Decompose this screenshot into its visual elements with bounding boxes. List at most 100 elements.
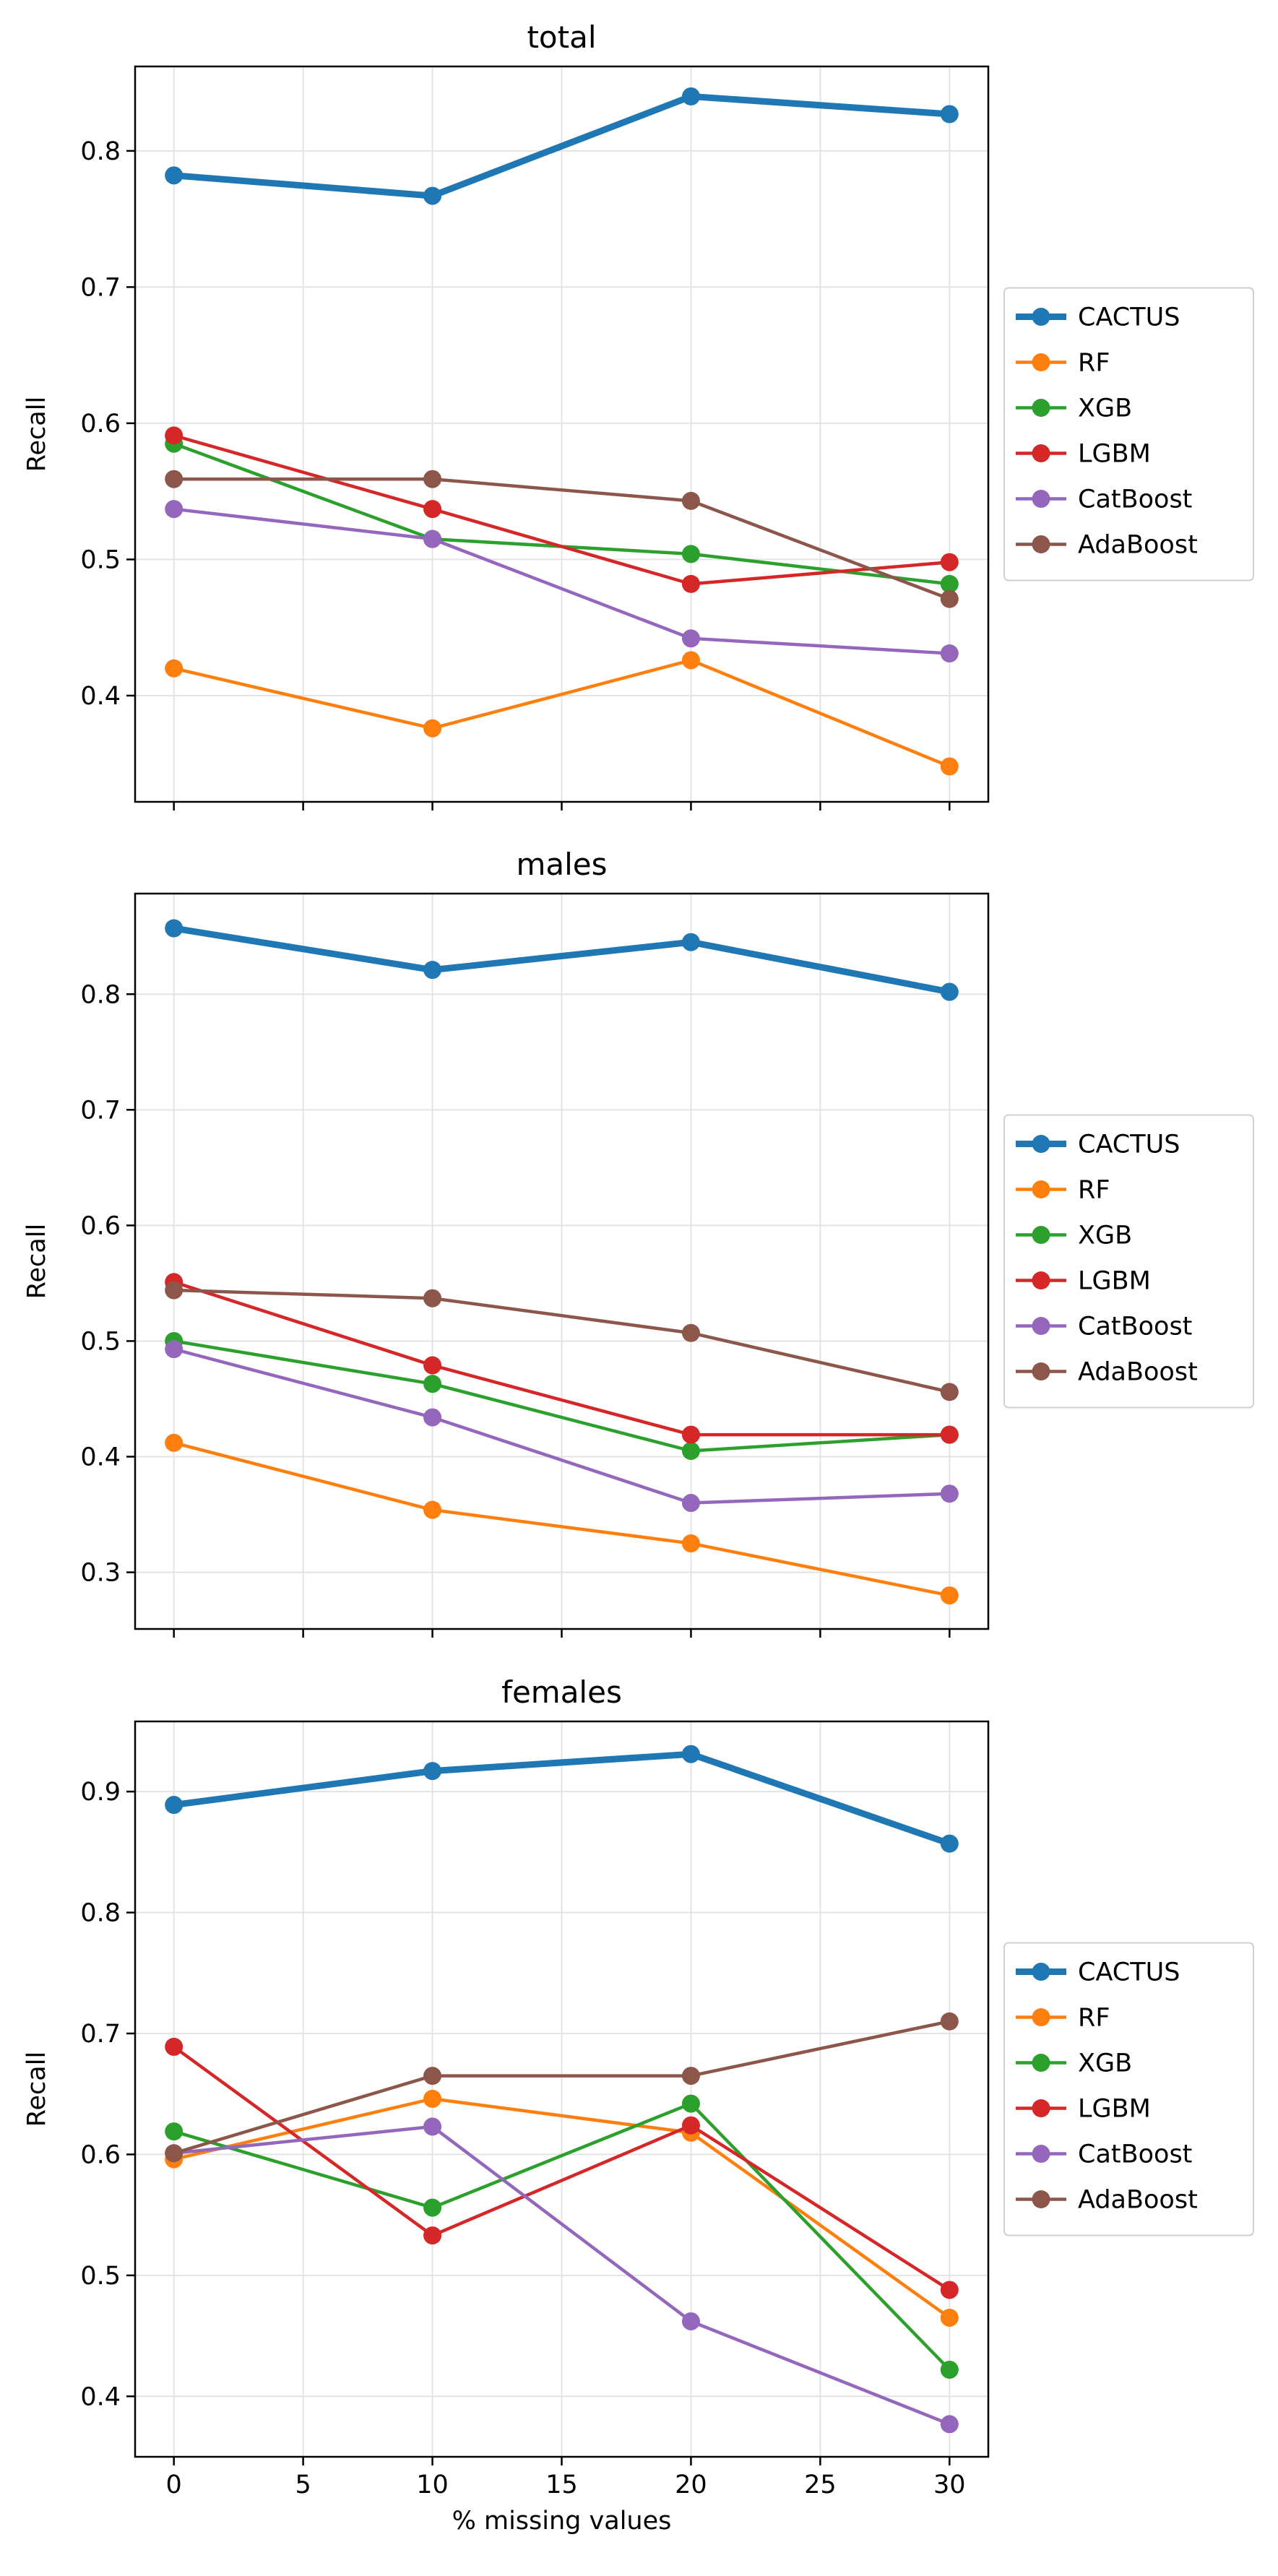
data-point-XGB (940, 2360, 959, 2379)
data-point-LGBM (423, 1356, 442, 1375)
legend: CACTUS RF XGB LGBM CatBoost AdaBoost (1003, 1114, 1254, 1409)
data-point-LGBM (165, 426, 184, 445)
y-tick-label: 0.7 (80, 1096, 121, 1125)
data-point-XGB (165, 2122, 184, 2141)
legend-label-AdaBoost: AdaBoost (1078, 531, 1198, 560)
data-point-AdaBoost (940, 1383, 959, 1401)
series-line-RF (172, 1441, 951, 1597)
series-line-AdaBoost (172, 1288, 951, 1394)
legend-marker-CatBoost (1032, 1317, 1050, 1335)
y-tick-label: 0.7 (80, 2020, 121, 2049)
data-point-CatBoost (940, 1484, 959, 1503)
legend-label-XGB: XGB (1078, 394, 1132, 423)
legend-marker-CatBoost (1032, 490, 1050, 508)
data-point-LGBM (681, 574, 700, 593)
legend-label-CatBoost: CatBoost (1078, 1313, 1192, 1341)
y-tick-label: 0.4 (80, 1443, 121, 1472)
x-tick-label: 10 (416, 2471, 449, 2499)
legend-label-CatBoost: CatBoost (1078, 2140, 1192, 2169)
legend-marker-LGBM (1032, 444, 1050, 462)
data-point-AdaBoost (681, 491, 700, 510)
data-point-RF (940, 757, 959, 776)
y-tick-label: 0.6 (80, 1211, 121, 1240)
data-point-CACTUS (165, 919, 184, 938)
legend-label-XGB: XGB (1078, 1222, 1132, 1250)
chart-title: males (516, 847, 607, 882)
legend-marker-AdaBoost (1032, 535, 1050, 553)
data-point-LGBM (681, 1425, 700, 1444)
legend-label-AdaBoost: AdaBoost (1078, 1358, 1198, 1387)
chart-title: females (501, 1674, 622, 1710)
data-point-CACTUS (940, 982, 959, 1001)
x-tick-label: 5 (295, 2471, 311, 2499)
y-tick-label: 0.4 (80, 2382, 121, 2411)
data-point-CatBoost (423, 1408, 442, 1427)
series-line-XGB (172, 1339, 951, 1453)
data-point-XGB (681, 1442, 700, 1461)
data-point-RF (423, 1500, 442, 1519)
x-tick-label: 15 (545, 2471, 578, 2499)
y-tick-label: 0.5 (80, 2262, 121, 2291)
chart-panel-total: 0.4 0.5 0.6 0.7 0.8 total Recall CACTUS RF XGB LGB… (22, 20, 1254, 811)
legend-marker-CACTUS (1032, 308, 1050, 326)
series-line-CatBoost (172, 2125, 951, 2426)
y-tick-label: 0.9 (80, 1778, 121, 1807)
legend-label-CACTUS: CACTUS (1078, 1958, 1180, 1987)
y-tick-label: 0.8 (80, 137, 121, 166)
data-point-CatBoost (165, 500, 184, 519)
data-point-RF (681, 1534, 700, 1553)
data-point-AdaBoost (940, 2012, 959, 2031)
legend-label-CatBoost: CatBoost (1078, 485, 1192, 514)
legend-marker-CatBoost (1032, 2145, 1050, 2163)
x-tick-label: 20 (675, 2471, 707, 2499)
legend-label-CACTUS: CACTUS (1078, 1131, 1180, 1159)
data-point-CACTUS (681, 87, 700, 105)
series-line-CACTUS (170, 925, 953, 995)
series-line-CACTUS (170, 1750, 953, 1847)
legend-marker-XGB (1032, 1226, 1050, 1244)
data-point-LGBM (940, 553, 959, 571)
series-line-LGBM (172, 1280, 951, 1437)
data-point-CatBoost (165, 1340, 184, 1359)
data-point-CACTUS (423, 1762, 442, 1781)
legend-box (1003, 1114, 1254, 1409)
legend-label-LGBM: LGBM (1078, 1267, 1151, 1296)
data-point-CACTUS (681, 1745, 700, 1763)
series-line-CatBoost (172, 507, 951, 655)
legend-marker-LGBM (1032, 1271, 1050, 1289)
y-tick-label: 0.5 (80, 1327, 121, 1356)
x-tick-label: 25 (804, 2471, 837, 2499)
data-point-XGB (423, 2198, 442, 2217)
legend-marker-RF (1032, 2008, 1050, 2026)
data-point-XGB (681, 2094, 700, 2113)
data-point-CatBoost (940, 2415, 959, 2434)
legend-label-RF: RF (1078, 2004, 1110, 2033)
series-line-RF (172, 658, 951, 769)
data-point-LGBM (423, 2226, 442, 2245)
y-tick-label: 0.4 (80, 682, 121, 711)
data-point-AdaBoost (423, 2067, 442, 2086)
series-line-LGBM (172, 433, 951, 586)
data-point-AdaBoost (423, 470, 442, 488)
data-point-RF (165, 659, 184, 678)
legend-marker-LGBM (1032, 2099, 1050, 2117)
data-point-LGBM (940, 1425, 959, 1444)
data-point-LGBM (423, 500, 442, 519)
data-point-CatBoost (940, 644, 959, 663)
x-tick-label: 30 (933, 2471, 966, 2499)
x-axis-label: % missing values (452, 2507, 672, 2536)
legend-label-XGB: XGB (1078, 2049, 1132, 2078)
series-line-XGB (172, 2101, 951, 2372)
data-point-AdaBoost (165, 1281, 184, 1300)
legend-box (1003, 1942, 1254, 2236)
data-point-CACTUS (423, 961, 442, 980)
series-line-AdaBoost (172, 2019, 951, 2155)
data-point-CACTUS (423, 186, 442, 205)
data-point-CACTUS (940, 105, 959, 124)
y-tick-label: 0.6 (80, 2140, 121, 2169)
y-tick-label: 0.5 (80, 545, 121, 574)
data-point-RF (165, 1433, 184, 1452)
data-point-AdaBoost (681, 1323, 700, 1342)
data-point-XGB (681, 545, 700, 563)
legend-box (1003, 287, 1254, 582)
